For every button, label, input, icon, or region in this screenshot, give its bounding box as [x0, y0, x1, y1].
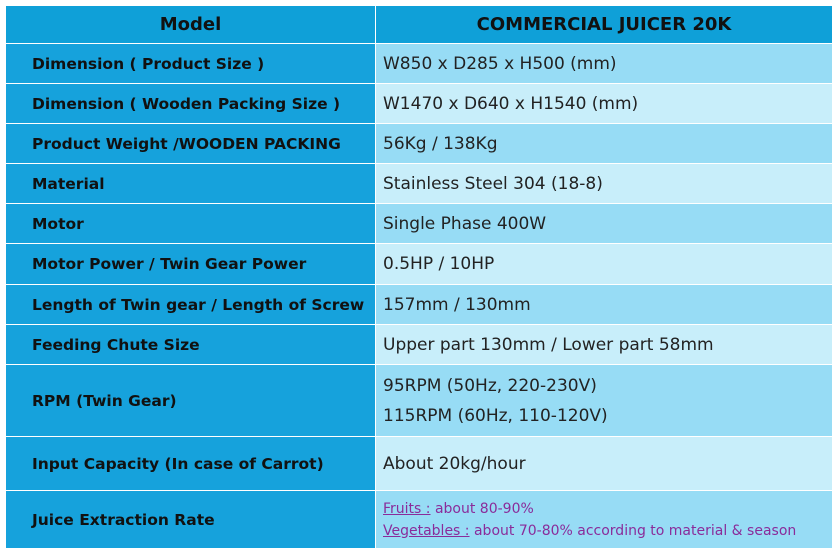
row-label: Material	[5, 163, 376, 204]
row-value: 0.5HP / 10HP	[375, 243, 833, 285]
header-cell: Model	[5, 5, 376, 44]
value-text: about 70-80% according to material & sea…	[469, 522, 797, 539]
row-label: Motor	[5, 203, 376, 244]
value-term: Vegetables :	[383, 522, 470, 539]
value-text: W1470 x D640 x H1540 (mm)	[383, 93, 639, 114]
value-text: about 80-90%	[430, 500, 534, 517]
row-value: Stainless Steel 304 (18-8)	[375, 163, 833, 204]
value-line: 95RPM (50Hz, 220-230V)	[383, 371, 832, 401]
row-label: Dimension ( Wooden Packing Size )	[5, 83, 376, 124]
value-line: W850 x D285 x H500 (mm)	[383, 49, 832, 79]
table-row: Material Stainless Steel 304 (18-8)	[5, 163, 833, 204]
value-text: 95RPM (50Hz, 220-230V)	[383, 375, 597, 396]
value-line: W1470 x D640 x H1540 (mm)	[383, 89, 832, 119]
row-value: Single Phase 400W	[375, 203, 833, 244]
table-body: Dimension ( Product Size ) W850 x D285 x …	[5, 43, 833, 549]
table-row: Feeding Chute Size Upper part 130mm / Low…	[5, 324, 833, 365]
row-label: Juice Extraction Rate	[5, 490, 376, 549]
row-label: Dimension ( Product Size )	[5, 43, 376, 84]
table-row: Motor Single Phase 400W	[5, 203, 833, 244]
value-line: About 20kg/hour	[383, 449, 832, 479]
value-text: Upper part 130mm / Lower part 58mm	[383, 334, 714, 355]
spec-table: Model COMMERCIAL JUICER 20K Dimension ( …	[5, 5, 833, 549]
value-text: Single Phase 400W	[383, 213, 547, 234]
row-value: Upper part 130mm / Lower part 58mm	[375, 324, 833, 365]
row-label: RPM (Twin Gear)	[5, 364, 376, 437]
row-value: 56Kg / 138Kg	[375, 123, 833, 164]
row-label: Length of Twin gear / Length of Screw	[5, 284, 376, 325]
row-label: Motor Power / Twin Gear Power	[5, 243, 376, 285]
value-line: Upper part 130mm / Lower part 58mm	[383, 330, 832, 360]
value-line: 115RPM (60Hz, 110-120V)	[383, 401, 832, 431]
value-text: 56Kg / 138Kg	[383, 133, 498, 154]
table-row: Input Capacity (In case of Carrot) About …	[5, 436, 833, 491]
value-line: Single Phase 400W	[383, 209, 832, 239]
table-row: Product Weight /WOODEN PACKING 56Kg / 138…	[5, 123, 833, 164]
table-row: Dimension ( Product Size ) W850 x D285 x …	[5, 43, 833, 84]
row-value: 95RPM (50Hz, 220-230V) 115RPM (60Hz, 110-…	[375, 364, 833, 437]
table-row: RPM (Twin Gear) 95RPM (50Hz, 220-230V) 115…	[5, 364, 833, 437]
value-line: Vegetables : about 70-80% according to m…	[383, 520, 832, 542]
table-row: Dimension ( Wooden Packing Size ) W1470 x…	[5, 83, 833, 124]
value-line: Fruits : about 80-90%	[383, 498, 832, 520]
row-value: 157mm / 130mm	[375, 284, 833, 325]
table-row: Juice Extraction Rate Fruits : about 80-9…	[5, 490, 833, 549]
header-cell: COMMERCIAL JUICER 20K	[375, 5, 833, 44]
row-value: About 20kg/hour	[375, 436, 833, 491]
row-label: Feeding Chute Size	[5, 324, 376, 365]
value-line: 0.5HP / 10HP	[383, 249, 832, 279]
value-text: 115RPM (60Hz, 110-120V)	[383, 405, 608, 426]
row-value: W850 x D285 x H500 (mm)	[375, 43, 833, 84]
value-term: Fruits :	[383, 500, 431, 517]
value-text: 157mm / 130mm	[383, 294, 531, 315]
table-row: Motor Power / Twin Gear Power 0.5HP / 10H…	[5, 243, 833, 285]
value-line: Stainless Steel 304 (18-8)	[383, 169, 832, 199]
row-value: Fruits : about 80-90% Vegetables : about …	[375, 490, 833, 549]
row-label: Product Weight /WOODEN PACKING	[5, 123, 376, 164]
table-row: Length of Twin gear / Length of Screw 157…	[5, 284, 833, 325]
header-row: Model COMMERCIAL JUICER 20K	[5, 5, 833, 44]
value-text: About 20kg/hour	[383, 453, 526, 474]
value-text: Stainless Steel 304 (18-8)	[383, 173, 603, 194]
row-label: Input Capacity (In case of Carrot)	[5, 436, 376, 491]
row-value: W1470 x D640 x H1540 (mm)	[375, 83, 833, 124]
value-line: 56Kg / 138Kg	[383, 129, 832, 159]
value-line: 157mm / 130mm	[383, 290, 832, 320]
value-text: 0.5HP / 10HP	[383, 254, 495, 274]
value-text: W850 x D285 x H500 (mm)	[383, 53, 617, 74]
